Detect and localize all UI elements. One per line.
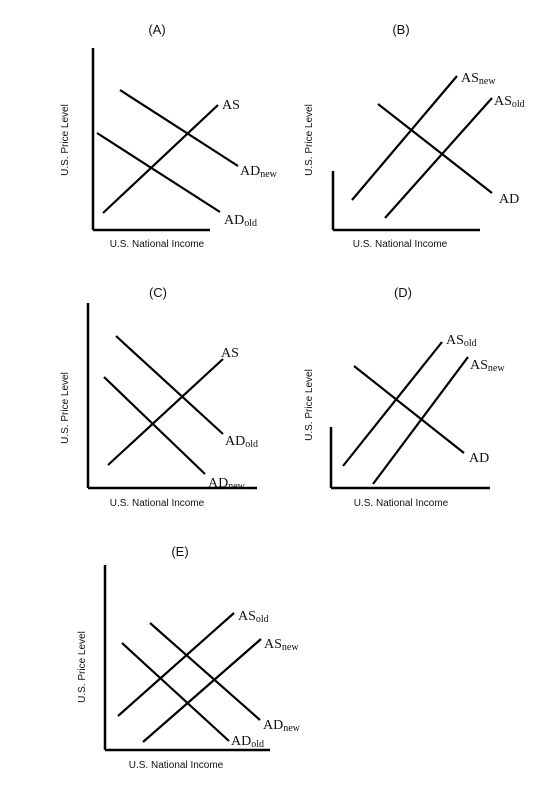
ad-new-curve — [119, 89, 239, 167]
panel-a: (A) U.S. Price Level U.S. National Income A… — [60, 22, 278, 250]
as-new-curve — [351, 75, 458, 201]
curve-label-subscript: old — [464, 338, 477, 349]
as-old-curve — [342, 341, 443, 467]
curve-label-subscript: new — [260, 169, 277, 180]
curve-label-subscript: old — [244, 218, 257, 229]
curve-label-main: AS — [238, 609, 256, 624]
ad-old-curve — [115, 335, 224, 435]
panel-label: (D) — [394, 285, 412, 300]
ad-new-curve — [103, 376, 206, 475]
curve-label-main: AS — [446, 333, 464, 348]
as-curve — [107, 358, 224, 466]
as-new-curve-label: ASnew — [461, 71, 496, 87]
x-axis-title: U.S. National Income — [129, 760, 224, 771]
curve-label-subscript: old — [245, 439, 258, 450]
as-old-curve — [384, 97, 493, 219]
as-curve-label: AS — [221, 346, 239, 361]
curve-label-main: AD — [224, 213, 244, 228]
as-curve — [102, 104, 219, 214]
panel-label: (C) — [149, 285, 167, 300]
ad-curve — [353, 365, 465, 454]
curve-label-subscript: new — [283, 723, 300, 734]
ad-old-curve — [96, 132, 221, 213]
panel-label: (B) — [392, 22, 409, 37]
curve-label-subscript: new — [282, 642, 299, 653]
as-new-curve-label: ASnew — [264, 637, 299, 653]
curve-label-subscript: new — [488, 363, 505, 374]
as-old-curve-label: ASold — [446, 333, 477, 349]
panel-label: (A) — [148, 22, 165, 37]
y-axis-title: U.S. Price Level — [304, 369, 315, 441]
as-old-curve-label: ASold — [494, 94, 525, 110]
ad-curve-label: AD — [469, 451, 489, 466]
curve-label-subscript: new — [228, 481, 245, 492]
y-axis-title: U.S. Price Level — [60, 372, 71, 444]
ad-old-curve — [121, 642, 230, 742]
curve-label-main: AD — [225, 434, 245, 449]
curve-label-main: AS — [461, 71, 479, 86]
ad-new-curve-label: ADnew — [208, 476, 246, 492]
panel-d: (D) U.S. Price Level U.S. National Income A… — [304, 285, 505, 509]
curve-label-main: AS — [264, 637, 282, 652]
as-new-curve-label: ASnew — [470, 358, 505, 374]
curve-label-main: AD — [263, 718, 283, 733]
x-axis-title: U.S. National Income — [110, 239, 205, 250]
curve-label-main: AD — [240, 164, 260, 179]
curve-label-subscript: old — [256, 614, 269, 625]
ad-old-curve-label: ADold — [225, 434, 258, 450]
curve-label-main: AS — [470, 358, 488, 373]
as-new-curve — [372, 356, 469, 485]
y-axis-title: U.S. Price Level — [77, 631, 88, 703]
curve-label-subscript: new — [479, 76, 496, 87]
curve-label-main: AS — [222, 98, 240, 113]
curve-label-main: AS — [221, 346, 239, 361]
panel-e: (E) U.S. Price Level U.S. National Income A… — [77, 544, 301, 771]
curve-label-main: AD — [469, 451, 489, 466]
panel-label: (E) — [171, 544, 188, 559]
panel-b: (B) U.S. Price Level U.S. National Income A… — [304, 22, 525, 250]
as-old-curve-label: ASold — [238, 609, 269, 625]
curve-label-main: AD — [231, 734, 251, 749]
x-axis-title: U.S. National Income — [110, 498, 205, 509]
ad-curve-label: AD — [499, 192, 519, 207]
ad-new-curve-label: ADnew — [240, 164, 278, 180]
x-axis-title: U.S. National Income — [354, 498, 449, 509]
as-curve-label: AS — [222, 98, 240, 113]
y-axis-title: U.S. Price Level — [304, 104, 315, 176]
ad-curve — [377, 103, 493, 194]
ad-new-curve-label: ADnew — [263, 718, 301, 734]
y-axis-title: U.S. Price Level — [60, 104, 71, 176]
x-axis-title: U.S. National Income — [353, 239, 448, 250]
curve-label-main: AD — [208, 476, 228, 491]
ad-old-curve-label: ADold — [224, 213, 257, 229]
ad-old-curve-label: ADold — [231, 734, 264, 750]
as-new-curve — [142, 638, 262, 743]
curve-label-main: AS — [494, 94, 512, 109]
ad-new-curve — [149, 622, 261, 721]
curve-label-main: AD — [499, 192, 519, 207]
as-old-curve — [117, 612, 235, 717]
curve-label-subscript: old — [251, 739, 264, 750]
curve-label-subscript: old — [512, 99, 525, 110]
